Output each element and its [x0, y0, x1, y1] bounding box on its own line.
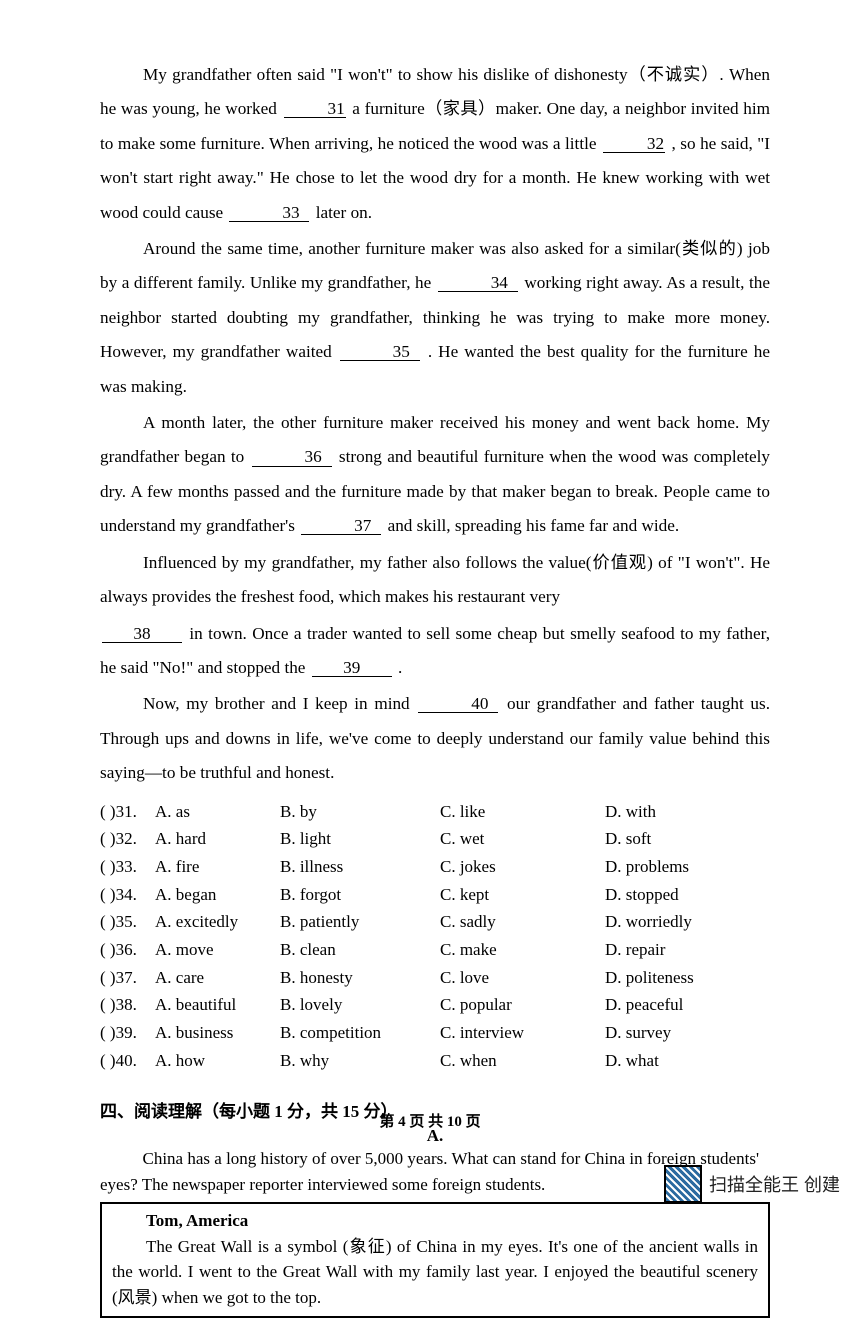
blank-32: 32	[603, 135, 665, 153]
opt-a: A. care	[155, 964, 280, 992]
blank-33: 33	[229, 204, 309, 222]
blank-37: 37	[301, 517, 381, 535]
text: Influenced by my grandfather, my father …	[100, 553, 770, 606]
opt-b: B. competition	[280, 1019, 440, 1047]
reading-box-tom: Tom, America The Great Wall is a symbol …	[100, 1202, 770, 1318]
blank-38: 38	[102, 625, 182, 643]
opt-a: A. fire	[155, 853, 280, 881]
opt-num: ( )35.	[100, 908, 155, 936]
opt-b: B. lovely	[280, 991, 440, 1019]
opt-b: B. light	[280, 825, 440, 853]
opt-num: ( )32.	[100, 825, 155, 853]
option-row: ( )38.A. beautifulB. lovelyC. popularD. …	[100, 991, 770, 1019]
opt-c: C. jokes	[440, 853, 605, 881]
option-row: ( )34.A. beganB. forgotC. keptD. stopped	[100, 881, 770, 909]
paragraph-5: Now, my brother and I keep in mind 40 ou…	[100, 687, 770, 790]
opt-d: D. peaceful	[605, 991, 770, 1019]
opt-a: A. hard	[155, 825, 280, 853]
opt-num: ( )40.	[100, 1047, 155, 1075]
blank-36: 36	[252, 448, 332, 466]
opt-b: B. by	[280, 798, 440, 826]
text: .	[398, 658, 402, 677]
paragraph-3: A month later, the other furniture maker…	[100, 406, 770, 544]
opt-d: D. worriedly	[605, 908, 770, 936]
text: and skill, spreading his fame far and wi…	[388, 516, 680, 535]
option-row: ( )36.A. moveB. cleanC. makeD. repair	[100, 936, 770, 964]
opt-a: A. as	[155, 798, 280, 826]
opt-c: C. wet	[440, 825, 605, 853]
answer-options: ( )31.A. asB. byC. likeD. with ( )32.A. …	[100, 798, 770, 1075]
opt-b: B. illness	[280, 853, 440, 881]
text: Now, my brother and I keep in mind	[143, 694, 416, 713]
opt-b: B. honesty	[280, 964, 440, 992]
option-row: ( )33.A. fireB. illnessC. jokesD. proble…	[100, 853, 770, 881]
opt-num: ( )37.	[100, 964, 155, 992]
opt-a: A. business	[155, 1019, 280, 1047]
opt-c: C. interview	[440, 1019, 605, 1047]
blank-31: 31	[284, 100, 346, 118]
opt-num: ( )33.	[100, 853, 155, 881]
app-watermark: 扫描全能王 创建	[664, 1165, 840, 1203]
page-footer: 第 4 页 共 10 页	[0, 1110, 860, 1131]
opt-b: B. clean	[280, 936, 440, 964]
text: in town. Once a trader wanted to sell so…	[100, 624, 770, 677]
opt-b: B. why	[280, 1047, 440, 1075]
opt-a: A. began	[155, 881, 280, 909]
option-row: ( )37.A. careB. honestyC. loveD. politen…	[100, 964, 770, 992]
cloze-passage: My grandfather often said "I won't" to s…	[100, 58, 770, 791]
opt-c: C. like	[440, 798, 605, 826]
option-row: ( )39.A. businessB. competitionC. interv…	[100, 1019, 770, 1047]
opt-num: ( )31.	[100, 798, 155, 826]
opt-c: C. make	[440, 936, 605, 964]
opt-c: C. sadly	[440, 908, 605, 936]
opt-a: A. excitedly	[155, 908, 280, 936]
opt-c: C. kept	[440, 881, 605, 909]
paragraph-4b: 38 in town. Once a trader wanted to sell…	[100, 617, 770, 686]
paragraph-1: My grandfather often said "I won't" to s…	[100, 58, 770, 230]
option-row: ( )35.A. excitedlyB. patientlyC. sadlyD.…	[100, 908, 770, 936]
blank-34: 34	[438, 274, 518, 292]
opt-a: A. how	[155, 1047, 280, 1075]
opt-num: ( )39.	[100, 1019, 155, 1047]
opt-c: C. popular	[440, 991, 605, 1019]
watermark-text: 扫描全能王 创建	[709, 1171, 840, 1197]
opt-c: C. love	[440, 964, 605, 992]
opt-d: D. soft	[605, 825, 770, 853]
paragraph-2: Around the same time, another furniture …	[100, 232, 770, 404]
opt-num: ( )36.	[100, 936, 155, 964]
opt-d: D. what	[605, 1047, 770, 1075]
option-row: ( )31.A. asB. byC. likeD. with	[100, 798, 770, 826]
opt-a: A. beautiful	[155, 991, 280, 1019]
student-name: Tom, America	[112, 1208, 758, 1234]
blank-39: 39	[312, 659, 392, 677]
opt-d: D. problems	[605, 853, 770, 881]
paragraph-4: Influenced by my grandfather, my father …	[100, 546, 770, 615]
opt-d: D. politeness	[605, 964, 770, 992]
option-row: ( )32.A. hardB. lightC. wetD. soft	[100, 825, 770, 853]
opt-d: D. stopped	[605, 881, 770, 909]
option-row: ( )40.A. howB. whyC. whenD. what	[100, 1047, 770, 1075]
opt-d: D. repair	[605, 936, 770, 964]
opt-c: C. when	[440, 1047, 605, 1075]
opt-b: B. forgot	[280, 881, 440, 909]
opt-d: D. with	[605, 798, 770, 826]
opt-num: ( )38.	[100, 991, 155, 1019]
opt-a: A. move	[155, 936, 280, 964]
opt-b: B. patiently	[280, 908, 440, 936]
text: later on.	[316, 203, 372, 222]
qr-icon	[664, 1165, 702, 1203]
blank-35: 35	[340, 343, 420, 361]
opt-num: ( )34.	[100, 881, 155, 909]
opt-d: D. survey	[605, 1019, 770, 1047]
student-comment: The Great Wall is a symbol (象征) of China…	[112, 1234, 758, 1311]
blank-40: 40	[418, 695, 498, 713]
